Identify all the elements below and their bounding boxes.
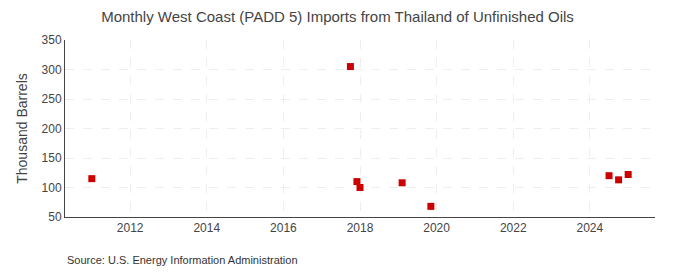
svg-text:100: 100 bbox=[42, 181, 62, 195]
svg-text:2014: 2014 bbox=[193, 221, 220, 235]
svg-text:Thousand Barrels: Thousand Barrels bbox=[14, 73, 30, 184]
svg-text:150: 150 bbox=[42, 151, 62, 165]
svg-text:300: 300 bbox=[42, 63, 62, 77]
svg-text:2016: 2016 bbox=[270, 221, 297, 235]
svg-text:Monthly West Coast (PADD 5) Im: Monthly West Coast (PADD 5) Imports from… bbox=[101, 8, 574, 25]
svg-text:2018: 2018 bbox=[347, 221, 374, 235]
svg-text:2024: 2024 bbox=[577, 221, 604, 235]
svg-text:50: 50 bbox=[48, 210, 62, 224]
svg-text:2012: 2012 bbox=[117, 221, 144, 235]
svg-text:200: 200 bbox=[42, 122, 62, 136]
svg-text:350: 350 bbox=[42, 33, 62, 47]
svg-text:2020: 2020 bbox=[423, 221, 450, 235]
svg-text:250: 250 bbox=[42, 92, 62, 106]
svg-text:2022: 2022 bbox=[500, 221, 527, 235]
svg-text:Source: U.S. Energy Informatio: Source: U.S. Energy Information Administ… bbox=[67, 254, 298, 266]
